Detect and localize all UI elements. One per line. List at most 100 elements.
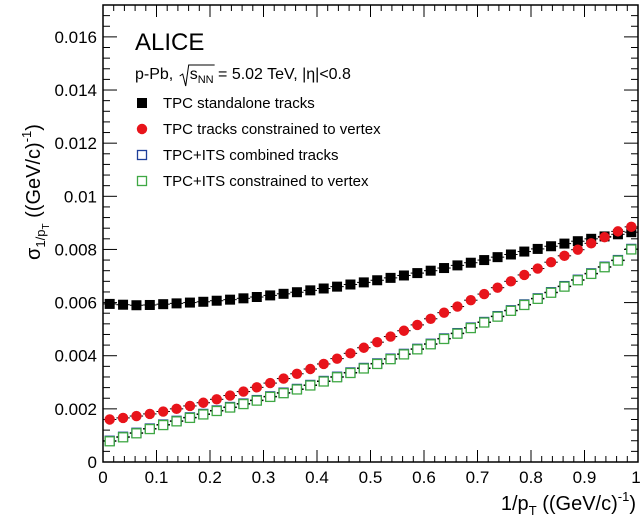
data-point xyxy=(519,246,530,257)
sqrt-sign-icon xyxy=(179,64,215,87)
y-axis-title-sup: -1 xyxy=(19,131,34,143)
data-point xyxy=(291,384,303,395)
data-point xyxy=(438,333,450,345)
data-point xyxy=(158,419,169,431)
data-point xyxy=(385,331,396,342)
y-tick-label: 0.006 xyxy=(54,294,97,313)
energy-text: = 5.02 TeV, |η|<0.8 xyxy=(214,66,351,83)
x-axis-title-close: ) xyxy=(629,493,636,515)
x-axis-title: 1/pT ((GeV/c)-1) xyxy=(501,489,636,518)
data-point xyxy=(412,268,423,279)
data-point xyxy=(157,406,169,417)
x-tick-label: 0.8 xyxy=(519,468,543,487)
data-point xyxy=(184,412,196,424)
legend-label: TPC standalone tracks xyxy=(163,95,315,112)
data-point xyxy=(545,287,557,298)
x-tick-label: 0.3 xyxy=(252,468,276,487)
data-point xyxy=(425,339,436,350)
x-tick-label: 0.9 xyxy=(573,468,597,487)
data-point xyxy=(118,299,129,310)
series-1 xyxy=(103,227,638,311)
data-point xyxy=(144,299,155,310)
x-tick-label: 0.5 xyxy=(359,468,383,487)
data-point xyxy=(398,325,410,336)
x-axis-ticks xyxy=(102,5,639,462)
data-point xyxy=(559,238,570,249)
data-point xyxy=(345,279,356,290)
data-point xyxy=(211,295,222,306)
data-point xyxy=(104,436,115,447)
data-point xyxy=(305,380,316,391)
data-point xyxy=(479,255,490,266)
data-point xyxy=(345,348,356,359)
data-point xyxy=(331,353,343,364)
y-axis-title-close: ) xyxy=(23,124,45,131)
data-point xyxy=(532,263,543,274)
legend: TPC standalone tracks TPC tracks constrai… xyxy=(136,95,381,190)
data-point xyxy=(318,283,329,294)
data-point xyxy=(519,299,530,311)
data-point xyxy=(412,319,423,331)
data-point xyxy=(171,416,182,427)
y-tick-label: 0.002 xyxy=(54,400,97,419)
data-point xyxy=(398,349,410,360)
data-point xyxy=(519,269,530,281)
series-3 xyxy=(103,243,638,446)
data-point xyxy=(425,265,436,276)
plot-frame xyxy=(102,4,639,463)
y-axis-title-sub: 1/p xyxy=(33,230,48,248)
series-4 xyxy=(103,244,638,447)
data-point xyxy=(224,390,236,401)
data-point xyxy=(305,285,316,296)
data-point xyxy=(305,363,316,375)
legend-label: TPC+ITS combined tracks xyxy=(163,147,338,164)
x-tick-label: 1 xyxy=(631,468,640,487)
data-point xyxy=(225,294,236,305)
data-point xyxy=(238,398,249,410)
data-point xyxy=(372,275,383,286)
x-axis-title-unit: ((GeV/c) xyxy=(537,493,618,515)
data-point xyxy=(465,257,476,268)
y-tick-label: 0.008 xyxy=(54,240,97,259)
data-point xyxy=(425,313,436,324)
sqrt-s-subscript: NN xyxy=(198,74,214,86)
data-point xyxy=(599,262,610,273)
x-tick-label: 0.2 xyxy=(198,468,222,487)
x-axis-title-main: 1/p xyxy=(501,493,529,515)
data-point xyxy=(398,270,409,281)
data-point xyxy=(626,244,637,255)
data-point xyxy=(572,244,584,255)
data-point xyxy=(612,255,624,266)
data-point xyxy=(198,397,209,408)
data-point xyxy=(358,277,369,288)
sqrt-s-symbol: s xyxy=(190,66,198,83)
data-point xyxy=(505,305,517,316)
y-axis-title-unit: ((GeV/c) xyxy=(23,142,45,223)
data-point xyxy=(412,344,423,355)
x-tick-label: 0 xyxy=(98,468,107,487)
data-point xyxy=(532,243,543,254)
y-tick-label: 0 xyxy=(88,453,97,472)
data-point xyxy=(104,414,115,425)
data-point xyxy=(439,263,450,274)
legend-marker xyxy=(136,175,148,187)
data-point xyxy=(572,236,583,247)
data-point xyxy=(171,298,182,309)
data-point xyxy=(265,391,276,403)
x-axis-tick-labels: 0 0.1 0.2 0.3 0.4 0.5 0.6 0.7 0.8 0.9 1 xyxy=(98,468,640,487)
data-point xyxy=(438,307,450,318)
data-point xyxy=(612,226,624,237)
data-point xyxy=(372,358,383,370)
data-point xyxy=(318,358,329,370)
legend-marker xyxy=(136,123,148,135)
data-point xyxy=(385,272,396,283)
x-tick-label: 0.7 xyxy=(466,468,490,487)
series-2 xyxy=(103,221,638,425)
y-tick-label: 0.01 xyxy=(64,187,97,206)
data-point xyxy=(144,423,155,435)
system-prefix: p-Pb, xyxy=(135,66,178,83)
data-point xyxy=(345,367,356,379)
legend-marker xyxy=(136,149,148,161)
data-point xyxy=(492,252,503,263)
data-point xyxy=(452,328,463,339)
